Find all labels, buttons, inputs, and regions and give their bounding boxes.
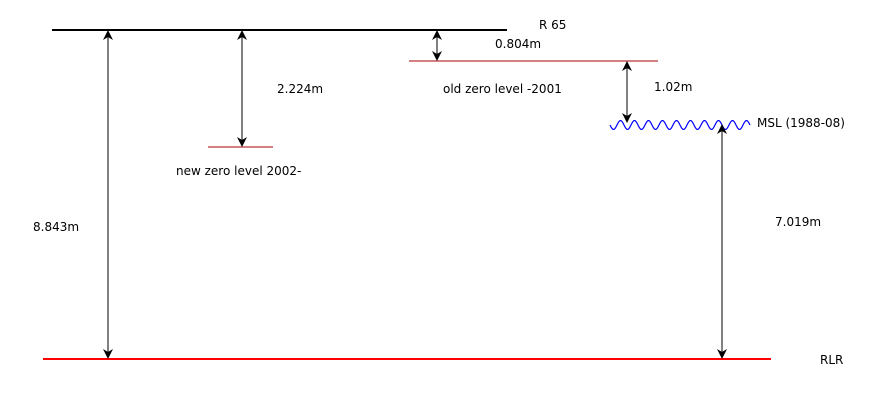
msl-wave-line xyxy=(609,120,751,130)
msl-label: MSL (1988-08) xyxy=(757,116,845,130)
msl-to-rlr-value: 7.019m xyxy=(775,215,821,229)
r65-to-rlr-value: 8.843m xyxy=(33,220,79,234)
new-zero-level-label: new zero level 2002- xyxy=(176,164,301,178)
r65-label: R 65 xyxy=(539,18,566,32)
r65-to-old-zero-value: 0.804m xyxy=(495,37,541,51)
old-zero-to-msl-value: 1.02m xyxy=(654,80,692,94)
r65-to-new-zero-value: 2.224m xyxy=(277,82,323,96)
old-zero-level-label: old zero level -2001 xyxy=(443,82,562,96)
rlr-label: RLR xyxy=(820,353,843,367)
